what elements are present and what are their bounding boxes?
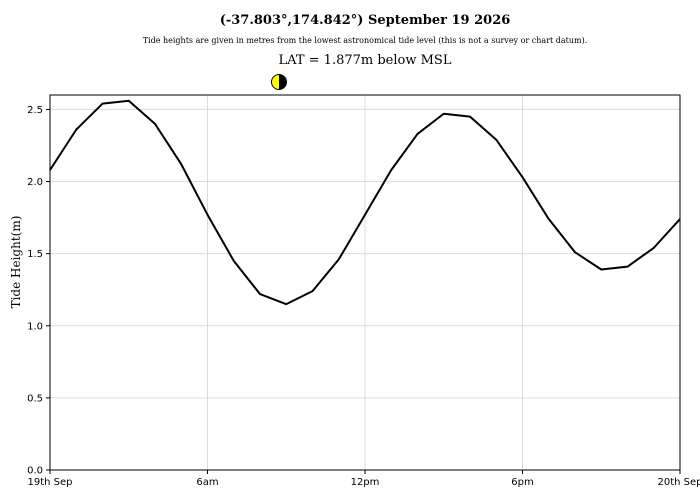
y-tick-label: 0.5 [27,393,43,404]
y-tick-label: 1.5 [27,249,43,260]
y-tick-label: 1.0 [27,321,43,332]
y-tick-label: 2.5 [27,105,43,116]
y-tick-label: 2.0 [27,177,43,188]
x-tick-label: 20th Sep [657,477,700,488]
moon-icon [271,74,287,90]
x-tick-label: 12pm [351,477,380,488]
lat-annotation: LAT = 1.877m below MSL [279,53,452,68]
chart-subtitle: Tide heights are given in metres from th… [143,36,588,45]
plot-frame [49,94,681,471]
y-tick-label: 0.0 [27,466,43,477]
tide-line [49,99,681,306]
x-tick-label: 19th Sep [27,477,72,488]
chart-title: (-37.803°,174.842°) September 19 2026 [220,13,511,28]
y-axis-label: Tide Height(m) [9,216,23,309]
x-tick-label: 6pm [511,477,533,488]
x-tick-label: 6am [196,477,218,488]
